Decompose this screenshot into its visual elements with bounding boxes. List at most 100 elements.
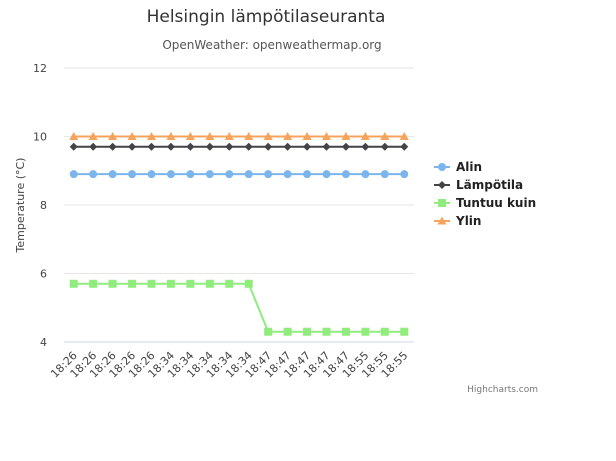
data-point xyxy=(225,170,234,179)
data-point xyxy=(283,132,293,140)
legend-item[interactable]: Lämpötila xyxy=(434,178,523,192)
legend-marker xyxy=(438,199,446,207)
data-point xyxy=(341,327,350,336)
x-axis-ticks: 18:2618:2618:2618:2618:2618:3418:3418:34… xyxy=(48,349,410,381)
chart-subtitle: OpenWeather: openweathermap.org xyxy=(162,38,381,52)
data-point xyxy=(205,279,214,288)
data-point xyxy=(283,170,292,179)
data-point xyxy=(322,170,331,179)
data-point xyxy=(400,327,409,336)
data-point xyxy=(224,132,234,140)
legend-item[interactable]: Ylin xyxy=(434,214,481,228)
series-l-mp-tila xyxy=(69,142,409,151)
data-point xyxy=(361,327,370,336)
legend-marker xyxy=(437,216,447,225)
data-point xyxy=(264,327,273,336)
legend-label: Lämpötila xyxy=(456,178,523,192)
data-point xyxy=(380,132,390,140)
data-point xyxy=(108,132,118,140)
data-point xyxy=(205,170,214,179)
data-point xyxy=(341,132,351,140)
data-point xyxy=(69,132,79,140)
data-point xyxy=(341,142,350,151)
data-point xyxy=(380,327,389,336)
legend-item[interactable]: Tuntuu kuin xyxy=(434,196,536,210)
y-tick-label: 4 xyxy=(40,336,47,349)
series-group xyxy=(69,132,409,336)
y-tick-label: 8 xyxy=(40,199,47,212)
credits-link[interactable]: Highcharts.com xyxy=(467,385,538,395)
data-point xyxy=(400,142,409,151)
y-tick-label: 6 xyxy=(40,268,47,281)
series-ylin xyxy=(69,132,409,140)
data-point xyxy=(186,170,195,179)
data-point xyxy=(128,279,137,288)
data-point xyxy=(322,142,331,151)
y-tick-label: 10 xyxy=(33,131,47,144)
data-point xyxy=(147,279,156,288)
data-point xyxy=(360,132,370,140)
data-point xyxy=(147,170,156,179)
data-point xyxy=(186,142,195,151)
data-point xyxy=(302,132,312,140)
data-point xyxy=(244,170,253,179)
legend-label: Ylin xyxy=(455,214,481,228)
legend-label: Alin xyxy=(456,160,482,174)
data-point xyxy=(127,132,137,140)
data-point xyxy=(225,279,234,288)
data-point xyxy=(108,279,117,288)
data-point xyxy=(147,142,156,151)
data-point xyxy=(205,132,215,140)
legend: Alin Lämpötila Tuntuu kuin Ylin xyxy=(434,160,536,228)
data-point xyxy=(264,170,273,179)
data-point xyxy=(400,170,409,179)
data-point xyxy=(89,142,98,151)
data-point xyxy=(166,279,175,288)
data-point xyxy=(69,279,78,288)
data-point xyxy=(283,142,292,151)
data-point xyxy=(186,279,195,288)
data-point xyxy=(341,170,350,179)
y-axis-ticks: 4 6 8 10 12 xyxy=(33,62,47,349)
data-point xyxy=(322,327,331,336)
data-point xyxy=(166,142,175,151)
data-point xyxy=(108,170,117,179)
series-tuntuu-kuin xyxy=(69,279,409,336)
data-point xyxy=(69,170,78,179)
data-point xyxy=(166,170,175,179)
data-point xyxy=(69,142,78,151)
data-point xyxy=(166,132,176,140)
data-point xyxy=(205,142,214,151)
y-axis-label: Temperature (°C) xyxy=(14,158,27,254)
data-point xyxy=(147,132,156,140)
legend-item[interactable]: Alin xyxy=(434,160,482,174)
legend-marker xyxy=(438,163,446,171)
data-point xyxy=(89,170,98,179)
legend-marker xyxy=(438,181,446,189)
data-point xyxy=(225,142,234,151)
data-point xyxy=(88,132,98,140)
chart-title: Helsingin lämpötilaseuranta xyxy=(147,7,386,27)
series-line xyxy=(73,282,405,333)
data-point xyxy=(303,170,312,179)
data-point xyxy=(380,170,389,179)
data-point xyxy=(283,327,292,336)
data-point xyxy=(361,170,370,179)
data-point xyxy=(303,327,312,336)
data-point xyxy=(244,142,253,151)
data-point xyxy=(303,142,312,151)
grid xyxy=(64,67,414,343)
data-point xyxy=(263,132,273,140)
data-point xyxy=(89,279,98,288)
data-point xyxy=(128,142,137,151)
data-point xyxy=(322,132,331,140)
data-point xyxy=(361,142,370,151)
data-point xyxy=(185,132,195,140)
data-point xyxy=(264,142,273,151)
data-point xyxy=(244,279,253,288)
series-alin xyxy=(69,170,409,179)
data-point xyxy=(399,132,409,140)
data-point xyxy=(108,142,117,151)
legend-label: Tuntuu kuin xyxy=(456,196,536,210)
